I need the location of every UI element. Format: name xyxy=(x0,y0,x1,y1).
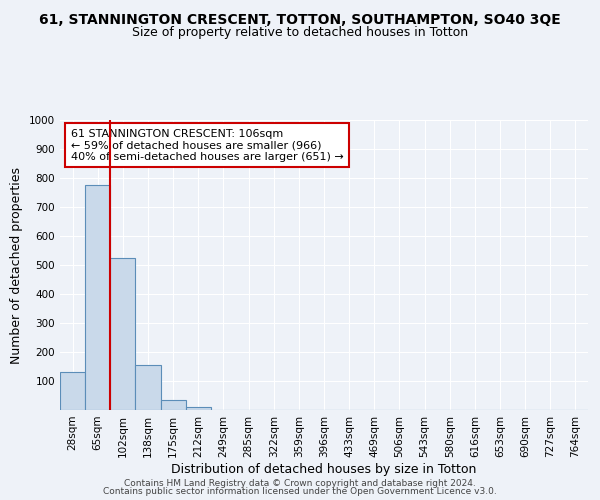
Text: Size of property relative to detached houses in Totton: Size of property relative to detached ho… xyxy=(132,26,468,39)
Bar xyxy=(85,185,110,410)
Bar xyxy=(60,372,85,410)
Text: 61 STANNINGTON CRESCENT: 106sqm
← 59% of detached houses are smaller (966)
40% o: 61 STANNINGTON CRESCENT: 106sqm ← 59% of… xyxy=(71,128,343,162)
Y-axis label: Number of detached properties: Number of detached properties xyxy=(10,166,23,364)
Bar xyxy=(110,258,136,410)
Text: Contains HM Land Registry data © Crown copyright and database right 2024.: Contains HM Land Registry data © Crown c… xyxy=(124,478,476,488)
Text: 61, STANNINGTON CRESCENT, TOTTON, SOUTHAMPTON, SO40 3QE: 61, STANNINGTON CRESCENT, TOTTON, SOUTHA… xyxy=(39,12,561,26)
X-axis label: Distribution of detached houses by size in Totton: Distribution of detached houses by size … xyxy=(172,462,476,475)
Text: Contains public sector information licensed under the Open Government Licence v3: Contains public sector information licen… xyxy=(103,487,497,496)
Bar xyxy=(161,400,186,410)
Bar xyxy=(186,407,211,410)
Bar xyxy=(136,365,161,410)
